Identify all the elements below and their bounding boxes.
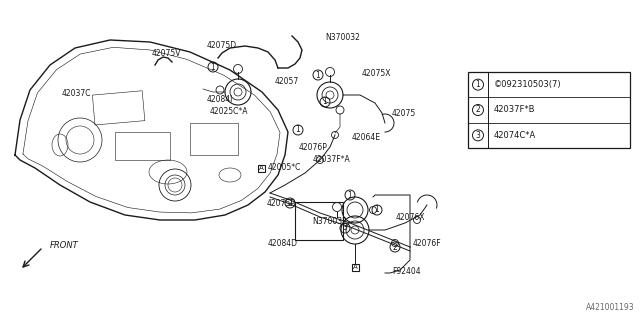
Text: 42025C*A: 42025C*A — [210, 108, 248, 116]
Text: N370032: N370032 — [325, 33, 360, 42]
Text: 3: 3 — [476, 131, 481, 140]
Text: 2: 2 — [392, 243, 397, 252]
Text: 42037F*B: 42037F*B — [494, 106, 536, 115]
Text: A: A — [353, 264, 357, 270]
Bar — [92, 91, 145, 125]
Text: 42037F*A: 42037F*A — [313, 155, 351, 164]
Text: A421001193: A421001193 — [586, 303, 635, 312]
Text: 3: 3 — [342, 223, 348, 233]
Text: N370032: N370032 — [312, 217, 347, 226]
Text: 2: 2 — [476, 106, 481, 115]
Text: 1: 1 — [211, 62, 216, 71]
Bar — [257, 164, 264, 172]
Text: 42084D: 42084D — [268, 239, 298, 249]
Text: 42064E: 42064E — [352, 132, 381, 141]
Text: ©092310503(7): ©092310503(7) — [494, 80, 562, 89]
Text: 42075D: 42075D — [207, 42, 237, 51]
Bar — [190, 123, 238, 155]
Text: 2: 2 — [287, 198, 292, 207]
Bar — [295, 202, 343, 240]
Text: 1: 1 — [348, 190, 353, 199]
Text: 42075: 42075 — [392, 108, 416, 117]
Text: 1: 1 — [323, 98, 328, 107]
Text: 42075X: 42075X — [362, 68, 392, 77]
Text: 42074C*A: 42074C*A — [494, 131, 536, 140]
Text: 42084I: 42084I — [207, 95, 234, 105]
Text: 42076X: 42076X — [396, 212, 426, 221]
Text: 1: 1 — [316, 70, 321, 79]
Text: 42076P: 42076P — [299, 143, 328, 153]
Bar — [468, 72, 630, 148]
Text: 42075P: 42075P — [267, 198, 296, 207]
Bar — [351, 263, 358, 270]
Text: 42037C: 42037C — [62, 89, 92, 98]
Text: 42076F: 42076F — [413, 238, 442, 247]
Text: 1: 1 — [374, 205, 380, 214]
Text: F92404: F92404 — [392, 268, 420, 276]
Bar — [115, 132, 170, 160]
Text: 42075V: 42075V — [152, 49, 182, 58]
Text: A: A — [259, 165, 264, 171]
Text: 1: 1 — [296, 125, 300, 134]
Text: 42005*C: 42005*C — [268, 164, 301, 172]
Text: 42057: 42057 — [275, 77, 300, 86]
Text: 1: 1 — [476, 80, 481, 89]
Text: FRONT: FRONT — [50, 242, 79, 251]
